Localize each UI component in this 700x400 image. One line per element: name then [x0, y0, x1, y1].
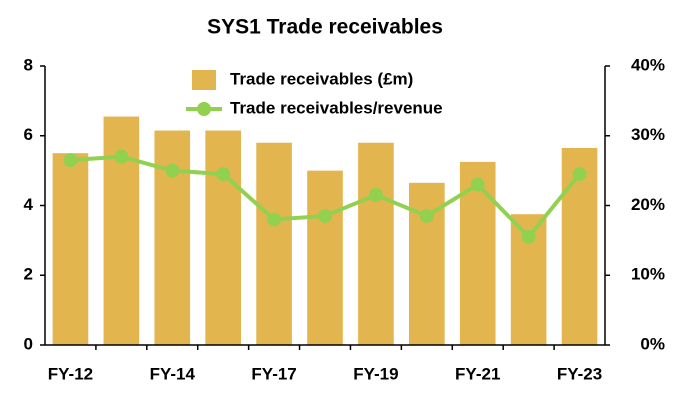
x-tick-label: FY-14: [150, 364, 196, 383]
line-marker: [368, 188, 383, 203]
legend-label: Trade receivables (£m): [230, 69, 413, 88]
bar: [358, 142, 394, 345]
y2-tick-label: 0%: [640, 334, 665, 353]
x-tick-label: FY-19: [353, 364, 398, 383]
x-tick-label: FY-17: [251, 364, 296, 383]
y2-tick-label: 30%: [631, 125, 665, 144]
legend-swatch: [192, 70, 216, 90]
y-tick-label: 6: [24, 125, 33, 144]
y2-tick-label: 40%: [631, 55, 665, 74]
line-marker: [165, 163, 180, 178]
line-marker: [216, 167, 231, 182]
y2-tick-label: 20%: [631, 195, 665, 214]
x-tick-label: FY-12: [48, 364, 93, 383]
bar: [256, 142, 292, 345]
bar: [154, 130, 191, 345]
y-tick-label: 0: [24, 334, 33, 353]
bar: [307, 170, 343, 345]
y-tick-label: 4: [24, 195, 34, 214]
legend-swatch: [197, 102, 211, 116]
y-tick-label: 8: [24, 55, 33, 74]
line-marker: [267, 212, 282, 227]
line-marker: [470, 177, 485, 192]
line-marker: [318, 208, 332, 223]
y2-tick-label: 10%: [631, 265, 665, 284]
line-marker: [521, 229, 536, 244]
bar: [205, 130, 241, 345]
line-marker: [63, 153, 78, 168]
line-marker: [572, 167, 587, 182]
y-tick-label: 2: [24, 265, 33, 284]
bar: [52, 153, 89, 345]
x-tick-label: FY-21: [455, 364, 500, 383]
line-marker: [114, 149, 129, 164]
line-marker: [419, 208, 434, 223]
chart-title: SYS1 Trade receivables: [207, 16, 443, 39]
x-tick-label: FY-23: [557, 364, 602, 383]
legend-label: Trade receivables/revenue: [230, 98, 443, 117]
